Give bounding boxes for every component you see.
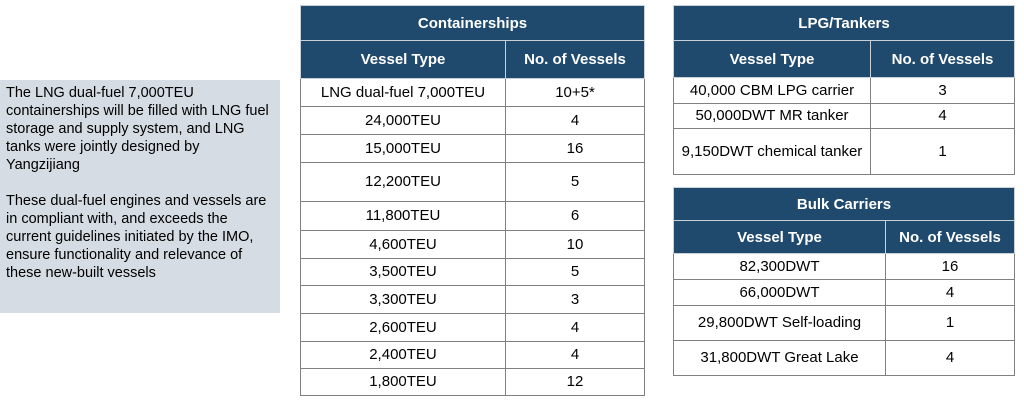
vessel-type: 3,500TEU [300, 258, 506, 286]
vessel-count: 10+5* [505, 78, 645, 107]
table-row: 4,600TEU 10 [300, 230, 645, 259]
table-row: 40,000 CBM LPG carrier 3 [673, 77, 1016, 104]
table-title: Containerships [300, 5, 645, 41]
table-row: 3,300TEU 3 [300, 285, 645, 314]
vessel-type: 40,000 CBM LPG carrier [673, 77, 871, 104]
vessel-count: 16 [505, 134, 645, 163]
vessel-type: 82,300DWT [673, 253, 886, 280]
vessel-count: 12 [505, 368, 645, 396]
data-table: Bulk Carriers Vessel Type No. of Vessels 82… [673, 187, 1015, 376]
table-row: 3,500TEU 5 [300, 258, 645, 286]
vessel-count: 1 [869, 128, 1016, 175]
data-table: Containerships Vessel Type No. of Vessels L… [300, 5, 645, 396]
vessel-count: 4 [869, 103, 1016, 129]
vessel-count: 4 [505, 313, 645, 342]
vessel-type: 9,150DWT chemical tanker [673, 128, 871, 175]
vessel-type: 15,000TEU [300, 134, 506, 163]
column-header: Vessel Type [673, 40, 871, 78]
title-row: Bulk Carriers [673, 187, 1015, 221]
vessel-type: LNG dual-fuel 7,000TEU [300, 78, 506, 107]
vessel-count: 10 [505, 230, 645, 259]
table-row: 31,800DWT Great Lake 4 [673, 340, 1015, 376]
table-title: Bulk Carriers [673, 187, 1015, 221]
header-row: Vessel Type No. of Vessels [673, 220, 1015, 254]
vessel-count: 3 [869, 77, 1016, 104]
vessel-type: 2,600TEU [300, 313, 506, 342]
vessel-count: 6 [505, 201, 645, 231]
vessel-type: 11,800TEU [300, 201, 506, 231]
vessel-type: 66,000DWT [673, 279, 886, 306]
vessel-count: 5 [505, 162, 645, 202]
table-row: 82,300DWT 16 [673, 253, 1015, 280]
table-row: 50,000DWT MR tanker 4 [673, 103, 1016, 129]
vessel-count: 1 [885, 305, 1015, 341]
header-row: Vessel Type No. of Vessels [300, 40, 645, 79]
table-row: 1,800TEU 12 [300, 368, 645, 396]
table-row: 9,150DWT chemical tanker 1 [673, 128, 1016, 175]
title-row: Containerships [300, 5, 645, 41]
column-header: No. of Vessels [869, 40, 1016, 78]
header-row: Vessel Type No. of Vessels [673, 40, 1016, 78]
vessel-count: 4 [505, 106, 645, 135]
vessel-type: 12,200TEU [300, 162, 506, 202]
vessel-count: 4 [885, 340, 1015, 376]
table-row: 66,000DWT 4 [673, 279, 1015, 306]
note-paragraph: These dual-fuel engines and vessels are … [6, 193, 267, 281]
vessel-type: 24,000TEU [300, 106, 506, 135]
data-table: LPG/Tankers Vessel Type No. of Vessels 40,0… [672, 5, 1016, 175]
vessel-type: 31,800DWT Great Lake [673, 340, 886, 376]
vessel-type: 29,800DWT Self-loading [673, 305, 886, 341]
table-row: 2,600TEU 4 [300, 313, 645, 342]
title-row: LPG/Tankers [672, 5, 1016, 41]
vessel-count: 5 [505, 258, 645, 286]
column-header: Vessel Type [673, 220, 886, 254]
vessel-count: 4 [505, 341, 645, 369]
vessel-type: 50,000DWT MR tanker [673, 103, 871, 129]
vessel-type: 3,300TEU [300, 285, 506, 314]
column-header: Vessel Type [300, 40, 506, 79]
column-header: No. of Vessels [885, 220, 1015, 254]
table-row: 12,200TEU 5 [300, 162, 645, 202]
vessel-count: 16 [885, 253, 1015, 280]
vessel-type: 2,400TEU [300, 341, 506, 369]
table-row: LNG dual-fuel 7,000TEU 10+5* [300, 78, 645, 107]
table-title: LPG/Tankers [672, 5, 1016, 41]
note-box: The LNG dual-fuel 7,000TEU containership… [0, 80, 280, 313]
column-header: No. of Vessels [505, 40, 645, 79]
table-row: 2,400TEU 4 [300, 341, 645, 369]
note-paragraph: The LNG dual-fuel 7,000TEU containership… [6, 85, 269, 173]
table-row: 24,000TEU 4 [300, 106, 645, 135]
vessel-type: 4,600TEU [300, 230, 506, 259]
vessel-count: 4 [885, 279, 1015, 306]
vessel-type: 1,800TEU [300, 368, 506, 396]
vessel-count: 3 [505, 285, 645, 314]
table-row: 29,800DWT Self-loading 1 [673, 305, 1015, 341]
table-row: 15,000TEU 16 [300, 134, 645, 163]
table-row: 11,800TEU 6 [300, 201, 645, 231]
